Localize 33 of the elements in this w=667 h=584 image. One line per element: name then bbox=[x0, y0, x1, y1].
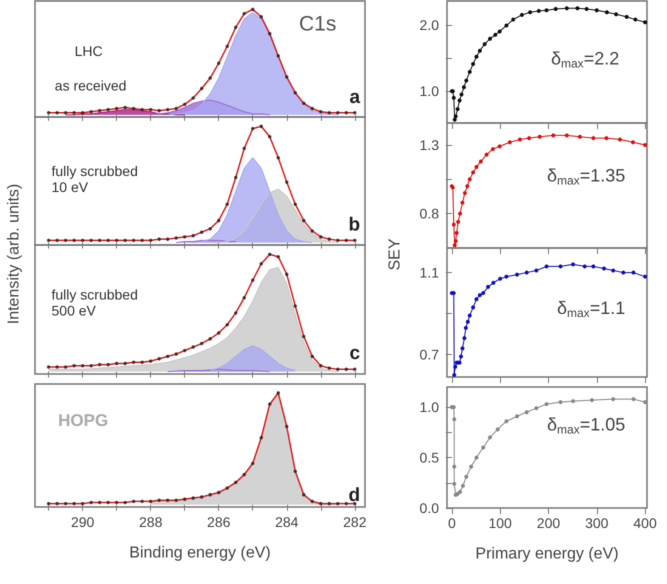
annotation: b bbox=[348, 214, 360, 236]
annotation: HOPG bbox=[58, 411, 108, 430]
annotation: c bbox=[349, 343, 360, 364]
y-tick-label: 1.0 bbox=[420, 399, 440, 416]
y-tick-label: 2.0 bbox=[420, 16, 440, 33]
annotation: fully scrubbed 500 eV bbox=[52, 286, 138, 318]
x-axis-title: Binding energy (eV) bbox=[129, 544, 271, 562]
x-tick-label: 0 bbox=[448, 515, 456, 531]
x-tick-label: 286 bbox=[207, 514, 231, 530]
x-tick-label: 290 bbox=[70, 514, 95, 530]
y-tick-label: 1.3 bbox=[420, 136, 440, 153]
x-tick-label: 300 bbox=[585, 515, 609, 531]
y-tick-label: 0.8 bbox=[420, 206, 440, 222]
x-tick-label: 284 bbox=[275, 514, 299, 530]
y-axis-title: SEY bbox=[386, 238, 404, 271]
y-tick-label: 1.1 bbox=[420, 264, 440, 281]
annotation: fully scrubbed 10 eV bbox=[52, 163, 138, 196]
x-tick-label: 288 bbox=[138, 514, 163, 530]
y-tick-label: 1.0 bbox=[420, 83, 440, 100]
annotation: d bbox=[348, 484, 360, 506]
y-tick-label: 0.0 bbox=[420, 500, 440, 516]
annotation: C1s bbox=[299, 12, 336, 36]
x-tick-label: 282 bbox=[343, 514, 367, 530]
x-tick-label: 200 bbox=[536, 515, 560, 531]
y-tick-label: 0.5 bbox=[420, 450, 440, 466]
annotation: as received bbox=[54, 78, 126, 94]
x-axis-title: Primary energy (eV) bbox=[475, 546, 619, 562]
y-tick-label: 0.7 bbox=[420, 346, 440, 362]
annotation: LHC bbox=[74, 42, 103, 59]
x-tick-label: 400 bbox=[633, 515, 657, 531]
x-tick-label: 100 bbox=[488, 515, 512, 531]
annotation: a bbox=[349, 86, 360, 108]
y-axis-title: Intensity (arb. units) bbox=[6, 184, 22, 324]
